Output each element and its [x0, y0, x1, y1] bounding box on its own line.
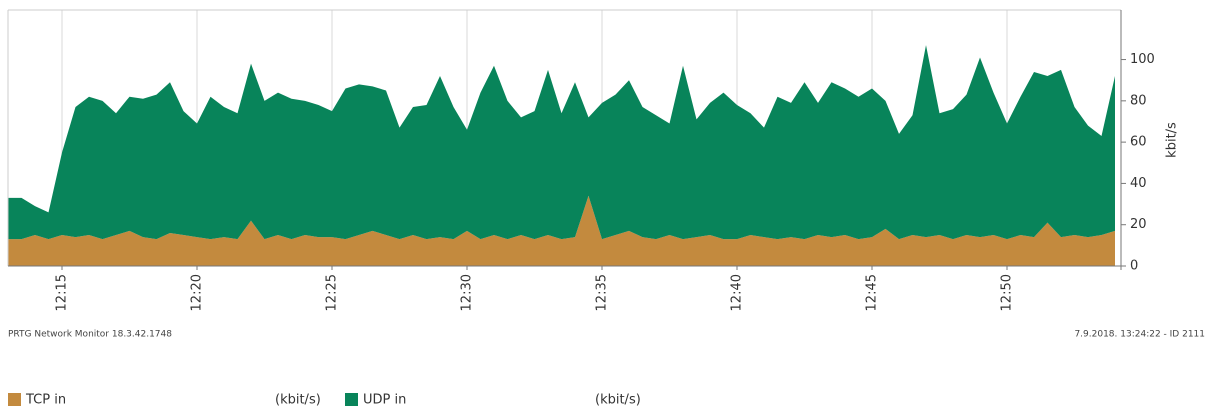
- x-tick-label: 12:15: [55, 274, 70, 311]
- footer-left: PRTG Network Monitor 18.3.42.1748: [8, 330, 172, 340]
- legend-label: UDP in: [363, 393, 406, 408]
- footer-right: 7.9.2018. 13:24:22 - ID 2111: [1074, 330, 1205, 340]
- y-tick-label: 0: [1130, 259, 1138, 274]
- y-tick-label: 20: [1130, 217, 1147, 232]
- y-tick-label: 60: [1130, 135, 1147, 150]
- x-tick-label: 12:50: [1000, 274, 1015, 311]
- y-tick-label: 100: [1130, 52, 1155, 67]
- legend-unit: (kbit/s): [595, 393, 641, 408]
- x-tick-label: 12:45: [865, 274, 880, 311]
- x-tick-label: 12:30: [460, 274, 475, 311]
- legend-swatch: [345, 393, 358, 406]
- y-tick-label: 80: [1130, 93, 1147, 108]
- area: [8, 45, 1115, 240]
- legend-label: TCP in: [25, 393, 66, 408]
- y-axis-label: kbit/s: [1165, 122, 1180, 158]
- x-tick-label: 12:40: [730, 274, 745, 311]
- legend-swatch: [8, 393, 21, 406]
- area: [8, 195, 1115, 266]
- x-tick-label: 12:35: [595, 274, 610, 311]
- x-tick-label: 12:20: [190, 274, 205, 311]
- legend-unit: (kbit/s): [275, 393, 321, 408]
- y-tick-label: 40: [1130, 176, 1147, 191]
- x-tick-label: 12:25: [325, 274, 340, 311]
